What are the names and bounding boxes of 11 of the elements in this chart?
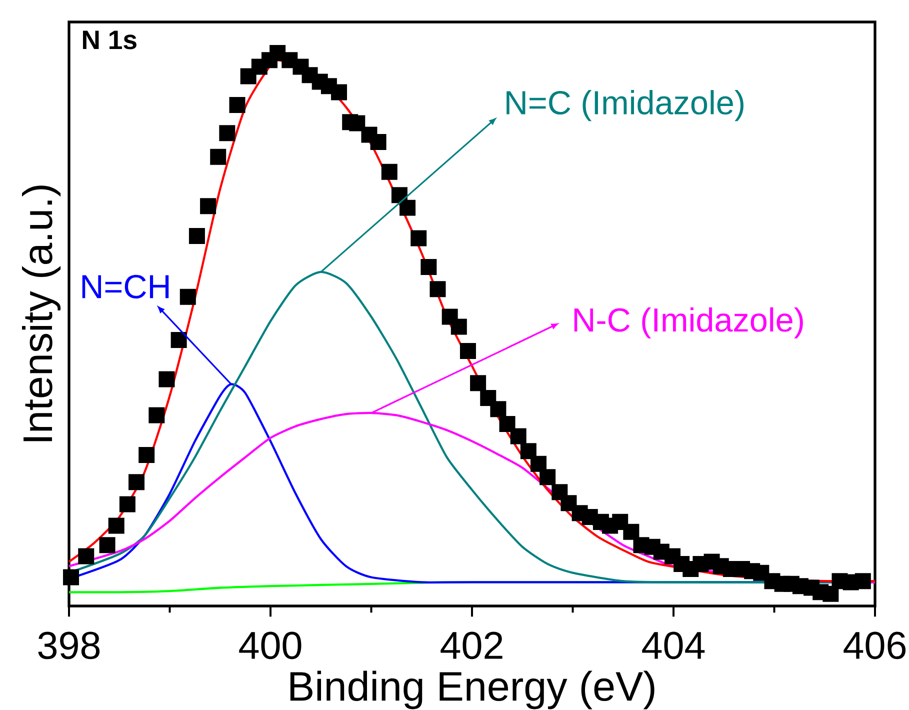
annotation: N=C (Imidazole) (506, 90, 744, 122)
x-tick-label: 400 (239, 632, 302, 660)
annotation: N=CH (82, 274, 169, 298)
x-tick-label: 406 (844, 632, 906, 660)
x-tick-label: 404 (642, 632, 705, 660)
x-axis-title: Binding Energy (eV) (290, 670, 654, 710)
text: N 1s (83, 30, 136, 50)
annotation: N-C (Imidazole) (574, 307, 803, 338)
y-axis-title: Intensity (a.u.) (22, 186, 61, 442)
x-tick-label: 398 (38, 632, 100, 660)
x-tick-label: 402 (440, 632, 502, 660)
